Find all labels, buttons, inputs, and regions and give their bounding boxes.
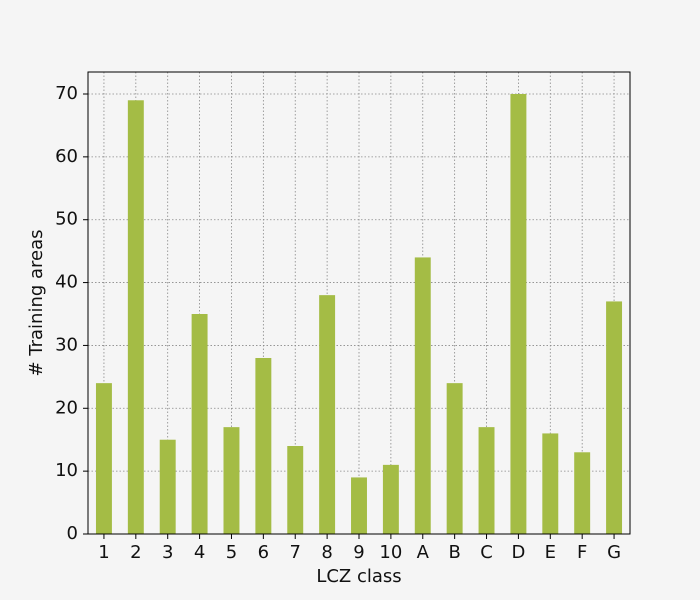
x-tick-label: 8	[321, 542, 332, 563]
x-tick-label: 1	[98, 542, 109, 563]
y-tick-label: 20	[55, 397, 78, 418]
x-tick-label: 5	[226, 542, 237, 563]
bar	[319, 295, 336, 534]
x-tick-label: 7	[290, 542, 301, 563]
bar	[351, 477, 367, 534]
x-tick-label: F	[577, 542, 587, 563]
y-tick-label: 30	[55, 334, 78, 355]
bar	[223, 427, 240, 534]
bar	[478, 427, 495, 534]
bar	[191, 314, 208, 534]
bar	[127, 100, 144, 535]
x-tick-label: C	[480, 542, 493, 563]
bar	[382, 464, 399, 534]
bar	[574, 452, 591, 534]
bar	[255, 358, 272, 534]
bar	[95, 383, 112, 534]
y-tick-label: 40	[55, 272, 78, 293]
x-axis-label: LCZ class	[316, 566, 401, 587]
bar	[510, 94, 527, 534]
x-tick-label: 10	[379, 542, 402, 563]
bar	[446, 383, 463, 534]
y-tick-label: 0	[67, 523, 78, 544]
x-tick-label: 4	[194, 542, 205, 563]
y-tick-label: 10	[55, 460, 78, 481]
x-tick-label: 2	[130, 542, 141, 563]
x-tick-label: G	[607, 542, 621, 563]
y-tick-label: 60	[55, 146, 78, 167]
bar	[414, 257, 431, 534]
bar	[606, 301, 623, 534]
x-tick-label: D	[511, 542, 525, 563]
axes-frame	[87, 71, 631, 535]
x-tick-label: 3	[162, 542, 173, 563]
bar	[159, 439, 176, 534]
x-tick-label: B	[448, 542, 460, 563]
x-tick-label: 6	[258, 542, 269, 563]
y-tick-label: 50	[55, 209, 78, 230]
x-tick-label: 9	[353, 542, 364, 563]
x-tick-label: E	[545, 542, 556, 563]
x-tick-label: A	[417, 542, 430, 563]
bar	[287, 446, 304, 534]
y-axis-label: # Training areas	[26, 229, 47, 376]
bar	[542, 433, 559, 534]
y-tick-label: 70	[55, 83, 78, 104]
